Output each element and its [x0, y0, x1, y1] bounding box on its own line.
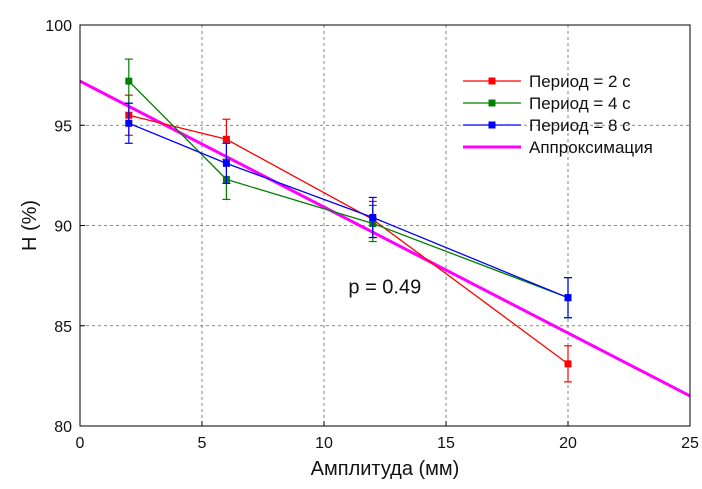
grid — [80, 25, 690, 426]
legend: Период = 2 с Период = 4 с Период = 8 с А… — [463, 72, 653, 157]
data-point — [125, 77, 133, 85]
x-tick-label: 25 — [681, 435, 699, 452]
legend-item: Период = 4 с — [463, 94, 631, 113]
data-point — [222, 135, 230, 143]
x-tick-label: 0 — [76, 435, 85, 452]
data-point — [564, 360, 572, 368]
legend-label: Период = 2 с — [529, 72, 631, 91]
legend-item: Период = 8 с — [463, 116, 631, 135]
series-layer — [124, 58, 572, 383]
legend-label: Аппроксимация — [529, 138, 653, 157]
legend-label: Период = 4 с — [529, 94, 631, 113]
legend-label: Период = 8 с — [529, 116, 631, 135]
series-line — [128, 122, 569, 299]
ticks: 0 5 10 15 20 25 80 85 90 95 100 — [45, 18, 699, 452]
data-point — [369, 213, 377, 221]
y-tick-label: 100 — [45, 18, 72, 35]
legend-swatch-marker — [488, 77, 496, 85]
y-tick-label: 90 — [54, 219, 72, 236]
y-tick-label: 85 — [54, 319, 72, 336]
p-value-annotation: p = 0.49 — [348, 277, 421, 299]
series-line — [128, 80, 569, 299]
legend-item: Период = 2 с — [463, 72, 631, 91]
x-axis-label: Амплитуда (мм) — [311, 458, 460, 480]
data-point — [564, 294, 572, 302]
x-tick-label: 5 — [198, 435, 207, 452]
data-point — [125, 119, 133, 127]
y-tick-label: 80 — [54, 419, 72, 436]
y-axis-label: H (%) — [19, 200, 41, 251]
data-point — [222, 159, 230, 167]
legend-swatch-marker — [488, 121, 496, 129]
series-group — [124, 102, 572, 319]
x-tick-label: 10 — [315, 435, 333, 452]
legend-item: Аппроксимация — [463, 138, 653, 157]
x-tick-label: 15 — [437, 435, 455, 452]
series-line — [128, 114, 569, 365]
x-tick-label: 20 — [559, 435, 577, 452]
y-tick-label: 95 — [54, 118, 72, 135]
legend-swatch-marker — [488, 99, 496, 107]
